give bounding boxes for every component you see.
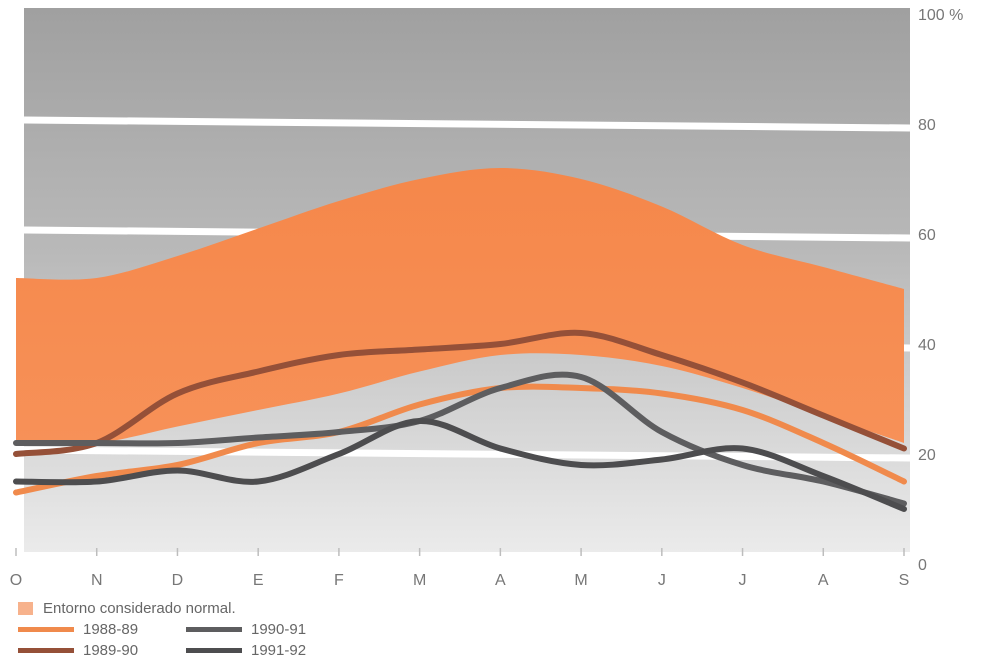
legend-item-1988-89: 1988-89: [18, 619, 186, 640]
y-tick-label: 20: [918, 447, 936, 464]
series-layer: [13, 329, 907, 512]
legend-item-normal: Entorno considerado normal.: [18, 598, 236, 619]
legend-item-1990-91: 1990-91: [186, 619, 354, 640]
legend-label-1991-92: 1991-92: [251, 642, 307, 659]
series-line-1988-89: [13, 383, 907, 496]
gridline-80: [23, 116, 911, 132]
x-tick-label: A: [818, 572, 829, 589]
legend-item-1991-92: 1991-92: [186, 640, 354, 661]
legend-item-1989-90: 1989-90: [18, 640, 186, 661]
y-tick-label: 100 %: [918, 7, 963, 24]
x-tick-label: N: [91, 572, 103, 589]
legend-label-1989-90: 1989-90: [83, 642, 139, 659]
x-tick-label: A: [495, 572, 506, 589]
x-tick-label: O: [10, 572, 22, 589]
legend-swatch-1990-91: [186, 627, 242, 632]
series-line-1989-90: [13, 329, 907, 457]
legend-swatch-1989-90: [18, 648, 74, 653]
legend-swatch-normal: [18, 602, 33, 615]
legend-swatch-1991-92: [186, 648, 242, 653]
x-tick-label: M: [413, 572, 426, 589]
x-tick-label: E: [253, 572, 264, 589]
legend-label-1990-91: 1990-91: [251, 621, 307, 638]
x-tick-label: D: [172, 572, 184, 589]
legend-row-1: 1988-89 1990-91: [18, 619, 354, 640]
y-tick-label: 40: [918, 337, 936, 354]
legend: Entorno considerado normal. 1988-89 1990…: [18, 598, 354, 661]
y-tick-label: 60: [918, 227, 936, 244]
x-tick-label: F: [334, 572, 344, 589]
x-tick-label: J: [658, 572, 666, 589]
series-line-1990-91: [13, 371, 907, 507]
y-axis-ticks: 0 20 40 60 80 100 %: [918, 7, 963, 574]
legend-label-1988-89: 1988-89: [83, 621, 139, 638]
y-tick-label: 80: [918, 117, 936, 134]
legend-row-2: 1989-90 1991-92: [18, 640, 354, 661]
y-tick-label: 0: [918, 557, 927, 574]
x-tick-label: S: [899, 572, 910, 589]
legend-label-normal: Entorno considerado normal.: [43, 600, 236, 617]
legend-row-normal: Entorno considerado normal.: [18, 598, 354, 619]
x-tick-label: M: [574, 572, 587, 589]
gridline-20: [23, 446, 911, 462]
x-tick-label: J: [739, 572, 747, 589]
legend-swatch-1988-89: [18, 627, 74, 632]
series-line-1991-92: [13, 417, 907, 512]
